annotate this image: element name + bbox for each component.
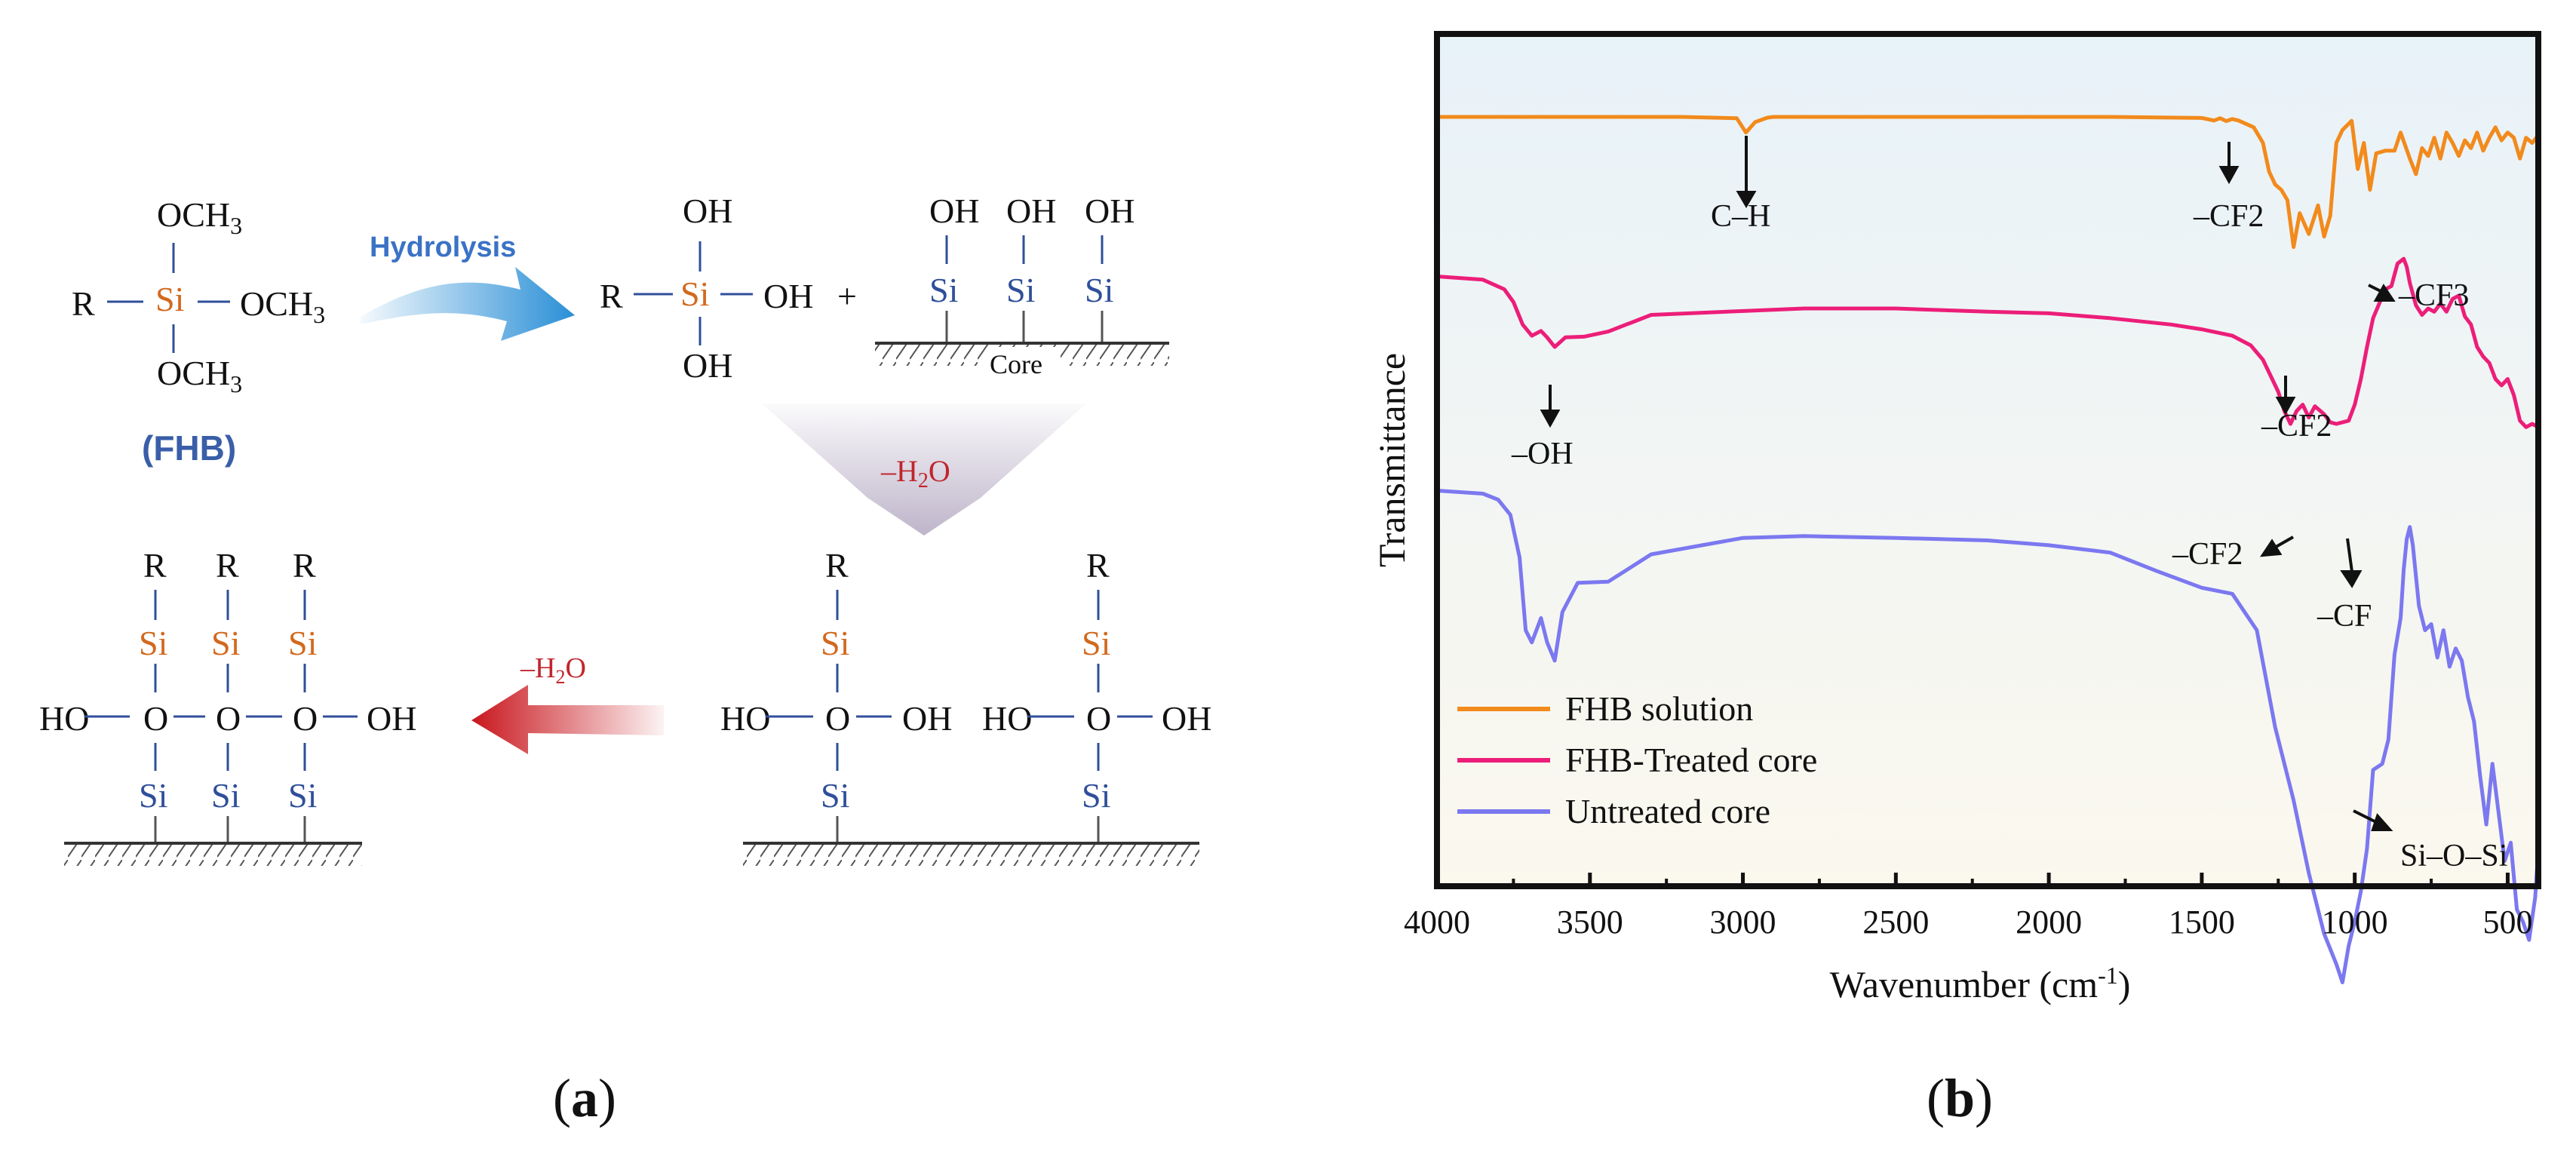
- net-si-bottom-1: Si: [139, 776, 167, 815]
- graft-ho-2: HO: [982, 699, 1032, 738]
- core-si-2: Si: [1006, 271, 1035, 309]
- annotation-ch: C–H: [1711, 199, 1770, 234]
- silanol-oh-bottom: OH: [683, 346, 732, 385]
- annotation-cf3: –CF3: [2398, 278, 2469, 313]
- hydrolysis-arrow: Hydrolysis: [361, 232, 575, 341]
- panel-a: OCH3 R Si OCH3 OCH3 (FHB) Hydrolysis OH …: [39, 192, 1211, 1128]
- annotation-si-o-si: Si–O–Si: [2400, 839, 2507, 873]
- series-line-2: [1436, 256, 2540, 429]
- och3-right: OCH3: [240, 284, 325, 328]
- funnel-arrow: –H2O: [762, 404, 1086, 536]
- water-loss-label-1: –H2O: [880, 454, 950, 493]
- x-axis: 4000 3500 3000 2500 2000 1500 1000 500: [1404, 873, 2532, 941]
- panel-b: 4000 3500 3000 2500 2000 1500 1000 500 C–H –CF2…: [1371, 31, 2541, 1128]
- net-o-1: O: [143, 699, 168, 738]
- fhb-label: (FHB): [142, 428, 236, 468]
- legend-fhb-treated: FHB-Treated core: [1565, 741, 1817, 779]
- core-surface: OH OH OH Si Si Si Core: [875, 192, 1169, 379]
- plot-frame: [1434, 31, 2541, 889]
- net-o-2: O: [216, 699, 241, 738]
- core-si-1: Si: [929, 271, 958, 309]
- grafted-surface: R Si HO O OH Si R Si HO O OH Si: [720, 546, 1211, 866]
- hydrolysis-label: Hydrolysis: [370, 232, 516, 263]
- series-layer: [1436, 115, 2541, 984]
- condensation-arrow-shape: [471, 685, 664, 754]
- x-axis-title: Wavenumber (cm-1): [1830, 962, 2131, 1005]
- series-line-1: [1437, 115, 2540, 249]
- x-tick-label-2500: 2500: [1862, 904, 1929, 941]
- panel-b-label: (b): [1927, 1068, 1993, 1128]
- condensation-arrow: –H2O: [471, 652, 664, 754]
- fhb-molecule: OCH3 R Si OCH3 OCH3 (FHB): [72, 195, 325, 468]
- legend-untreated: Untreated core: [1565, 792, 1770, 830]
- annotation-cf2-mid: –CF2: [2261, 409, 2332, 443]
- silanol-molecule: OH R Si OH + OH: [600, 192, 857, 385]
- silanol-si: Si: [680, 275, 709, 313]
- net-r-2: R: [216, 546, 239, 585]
- graft-o-1: O: [825, 699, 850, 738]
- x-tick-label-500: 500: [2482, 904, 2532, 941]
- plot-background: [1437, 34, 2538, 886]
- annotation-cf2-low: –CF2: [2172, 537, 2243, 572]
- x-tick-label-4000: 4000: [1404, 904, 1470, 941]
- core-label: Core: [990, 349, 1042, 379]
- legend: FHB solution FHB-Treated core Untreated …: [1457, 689, 1817, 830]
- graft-r-1: R: [825, 546, 849, 585]
- graft-r-2: R: [1086, 546, 1110, 585]
- series-line-3: [1436, 489, 2541, 984]
- net-ho: HO: [39, 699, 89, 738]
- graft-si-bottom-1: Si: [821, 776, 849, 815]
- water-loss-label-2: –H2O: [520, 652, 586, 688]
- panel-a-label: (a): [553, 1068, 616, 1128]
- graft-si-top-1: Si: [821, 624, 849, 662]
- annotation-labels: C–H –CF2 –CF3 –OH –CF2 –CF2 –CF Si–O–Si: [1511, 199, 2507, 873]
- x-tick-label-2000: 2000: [2016, 904, 2082, 941]
- core-si-3: Si: [1085, 271, 1113, 309]
- annotations: [1540, 136, 2396, 831]
- net-o-3: O: [293, 699, 318, 738]
- annotation-cf: –CF: [2317, 599, 2372, 634]
- och3-bottom: OCH3: [157, 354, 242, 397]
- crosslinked-network: R R R Si Si Si HO O O O OH Si Si: [39, 546, 416, 866]
- graft-oh-2: OH: [1162, 699, 1211, 738]
- x-tick-label-3000: 3000: [1710, 904, 1776, 941]
- net-r-3: R: [293, 546, 316, 585]
- silanol-oh-top: OH: [683, 192, 732, 230]
- silanol-r: R: [600, 277, 623, 315]
- och3-top: OCH3: [157, 195, 242, 239]
- annotation-oh: –OH: [1511, 437, 1574, 471]
- x-tick-label-3500: 3500: [1557, 904, 1623, 941]
- graft-ho-1: HO: [720, 699, 770, 738]
- fhb-r: R: [72, 284, 95, 323]
- hydrolysis-arrow-shape: [361, 267, 575, 341]
- core-oh-1: OH: [929, 192, 979, 230]
- graft-oh-1: OH: [902, 699, 952, 738]
- graft-si-top-2: Si: [1082, 624, 1110, 662]
- net-oh: OH: [367, 699, 416, 738]
- x-tick-label-1500: 1500: [2169, 904, 2235, 941]
- net-si-bottom-2: Si: [211, 776, 240, 815]
- net-si-top-2: Si: [211, 624, 240, 662]
- net-r-1: R: [143, 546, 167, 585]
- core-oh-3: OH: [1085, 192, 1134, 230]
- silanol-oh-right: OH: [763, 277, 813, 315]
- y-axis-title: Transmittance: [1371, 353, 1413, 567]
- net-si-top-3: Si: [288, 624, 317, 662]
- plus-sign: +: [837, 277, 857, 315]
- funnel-shape: [762, 404, 1086, 536]
- x-tick-label-1000: 1000: [2322, 904, 2388, 941]
- graft-si-bottom-2: Si: [1082, 776, 1110, 815]
- net-si-top-1: Si: [139, 624, 167, 662]
- core-oh-2: OH: [1006, 192, 1056, 230]
- fhb-si: Si: [155, 280, 184, 318]
- legend-fhb-solution: FHB solution: [1565, 689, 1753, 728]
- annotation-cf2-top: –CF2: [2193, 199, 2264, 234]
- net-si-bottom-3: Si: [288, 776, 317, 815]
- graft-o-2: O: [1086, 699, 1111, 738]
